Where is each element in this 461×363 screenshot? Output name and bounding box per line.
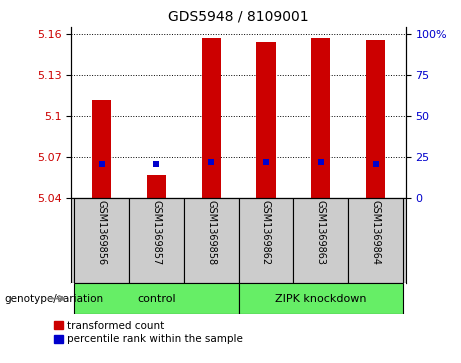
Bar (201, 38, 221, 198)
Bar (348, 198, 403, 283)
Text: genotype/variation: genotype/variation (5, 294, 104, 303)
Text: GSM1369856: GSM1369856 (97, 200, 106, 265)
Bar (129, 198, 184, 283)
Title: GDS5948 / 8109001: GDS5948 / 8109001 (168, 9, 309, 23)
Bar (239, 198, 293, 283)
Text: GSM1369862: GSM1369862 (261, 200, 271, 265)
Bar (184, 198, 239, 283)
Bar (256, 42, 276, 198)
Bar (311, 38, 331, 198)
Text: GSM1369858: GSM1369858 (206, 200, 216, 265)
Bar (92, 99, 111, 198)
Bar (366, 40, 385, 198)
Text: GSM1369864: GSM1369864 (371, 200, 380, 265)
Bar (239, 283, 403, 314)
Bar (293, 198, 348, 283)
Text: ZIPK knockdown: ZIPK knockdown (275, 294, 366, 303)
Text: control: control (137, 294, 176, 303)
Text: GSM1369863: GSM1369863 (316, 200, 326, 265)
Bar (147, 175, 166, 198)
Bar (74, 283, 239, 314)
Text: GSM1369857: GSM1369857 (151, 200, 161, 266)
Bar (74, 198, 129, 283)
Legend: transformed count, percentile rank within the sample: transformed count, percentile rank withi… (53, 321, 243, 344)
